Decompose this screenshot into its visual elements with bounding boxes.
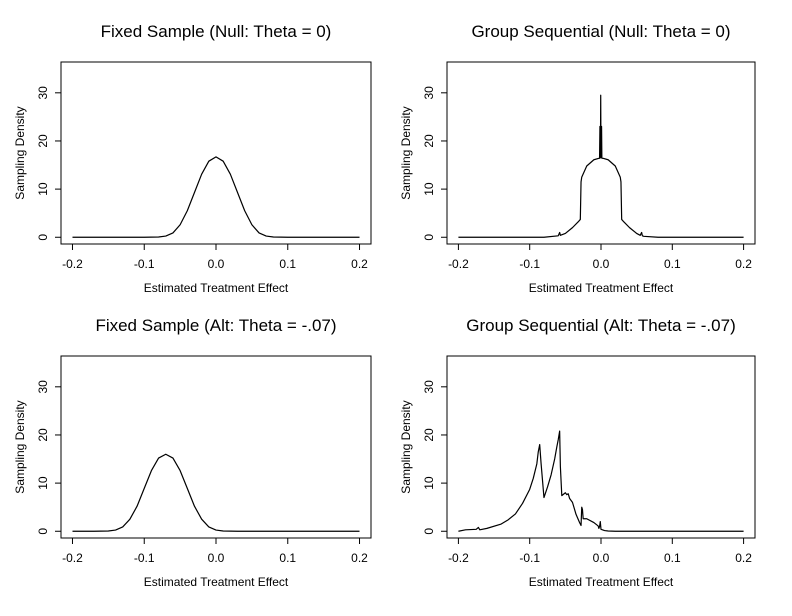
y-tick-label: 0	[422, 528, 436, 535]
y-ticks: 0 10 20 30	[422, 86, 448, 241]
y-tick-label: 10	[36, 476, 50, 490]
density-series-line	[72, 156, 360, 238]
y-tick-label: 20	[36, 428, 50, 442]
x-tick-label: 0.2	[351, 551, 368, 565]
plot-frame	[446, 61, 756, 245]
y-ticks: 0 10 20 30	[422, 380, 448, 535]
x-ticks: -0.2 -0.1 0.0 0.1 0.2	[448, 537, 752, 565]
y-tick-label: 20	[422, 428, 436, 442]
panel-group-sequential-alt: Group Sequential (Alt: Theta = -.07) Est…	[399, 316, 756, 589]
plot-frame	[60, 61, 372, 245]
x-ticks: -0.2 -0.1 0.0 0.1 0.2	[62, 243, 368, 271]
x-tick-label: 0.0	[593, 257, 610, 271]
y-tick-label: 0	[36, 528, 50, 535]
chart-title: Fixed Sample (Null: Theta = 0)	[101, 22, 332, 41]
x-axis-label: Estimated Treatment Effect	[144, 281, 289, 295]
y-tick-label: 20	[422, 134, 436, 148]
x-ticks: -0.2 -0.1 0.0 0.1 0.2	[448, 243, 752, 271]
y-tick-label: 0	[36, 234, 50, 241]
x-tick-label: 0.0	[593, 551, 610, 565]
x-tick-label: 0.0	[208, 551, 225, 565]
y-tick-label: 0	[422, 234, 436, 241]
y-axis-label: Sampling Density	[399, 106, 413, 199]
density-series-line	[458, 94, 744, 238]
y-tick-label: 30	[422, 380, 436, 394]
x-axis-label: Estimated Treatment Effect	[529, 281, 674, 295]
x-ticks: -0.2 -0.1 0.0 0.1 0.2	[62, 537, 368, 565]
x-tick-label: -0.2	[62, 551, 83, 565]
y-axis-label: Sampling Density	[399, 400, 413, 493]
panel-group-sequential-null: Group Sequential (Null: Theta = 0) Estim…	[399, 22, 756, 295]
x-tick-label: -0.1	[519, 551, 540, 565]
plot-frame	[446, 355, 756, 539]
y-ticks: 0 10 20 30	[36, 86, 62, 241]
density-series-line	[458, 430, 744, 532]
y-tick-label: 30	[36, 380, 50, 394]
y-tick-label: 10	[36, 182, 50, 196]
x-tick-label: 0.1	[664, 551, 681, 565]
y-axis-label: Sampling Density	[13, 400, 27, 493]
x-tick-label: -0.2	[62, 257, 83, 271]
x-tick-label: -0.2	[448, 551, 469, 565]
y-tick-label: 20	[36, 134, 50, 148]
plot-frame	[60, 355, 372, 539]
x-tick-label: 0.1	[279, 257, 296, 271]
y-tick-label: 30	[36, 86, 50, 100]
panel-fixed-sample-alt: Fixed Sample (Alt: Theta = -.07) Estimat…	[13, 316, 372, 589]
x-tick-label: 0.2	[351, 257, 368, 271]
x-tick-label: 0.0	[208, 257, 225, 271]
series-group	[458, 430, 744, 532]
x-tick-label: -0.1	[134, 257, 155, 271]
x-tick-label: 0.1	[279, 551, 296, 565]
x-tick-label: 0.2	[735, 551, 752, 565]
chart-title: Fixed Sample (Alt: Theta = -.07)	[95, 316, 336, 335]
x-axis-label: Estimated Treatment Effect	[529, 575, 674, 589]
series-group	[458, 94, 744, 238]
y-ticks: 0 10 20 30	[36, 380, 62, 535]
density-series-line	[72, 453, 360, 532]
chart-title: Group Sequential (Null: Theta = 0)	[471, 22, 730, 41]
panel-fixed-sample-null: Fixed Sample (Null: Theta = 0) Estimated…	[13, 22, 372, 295]
series-group	[72, 156, 360, 238]
x-tick-label: -0.1	[519, 257, 540, 271]
y-tick-label: 10	[422, 182, 436, 196]
x-tick-label: 0.1	[664, 257, 681, 271]
x-axis-label: Estimated Treatment Effect	[144, 575, 289, 589]
series-group	[72, 453, 360, 532]
y-axis-label: Sampling Density	[13, 106, 27, 199]
x-tick-label: -0.2	[448, 257, 469, 271]
chart-title: Group Sequential (Alt: Theta = -.07)	[466, 316, 735, 335]
x-tick-label: 0.2	[735, 257, 752, 271]
y-tick-label: 30	[422, 86, 436, 100]
y-tick-label: 10	[422, 476, 436, 490]
x-tick-label: -0.1	[134, 551, 155, 565]
